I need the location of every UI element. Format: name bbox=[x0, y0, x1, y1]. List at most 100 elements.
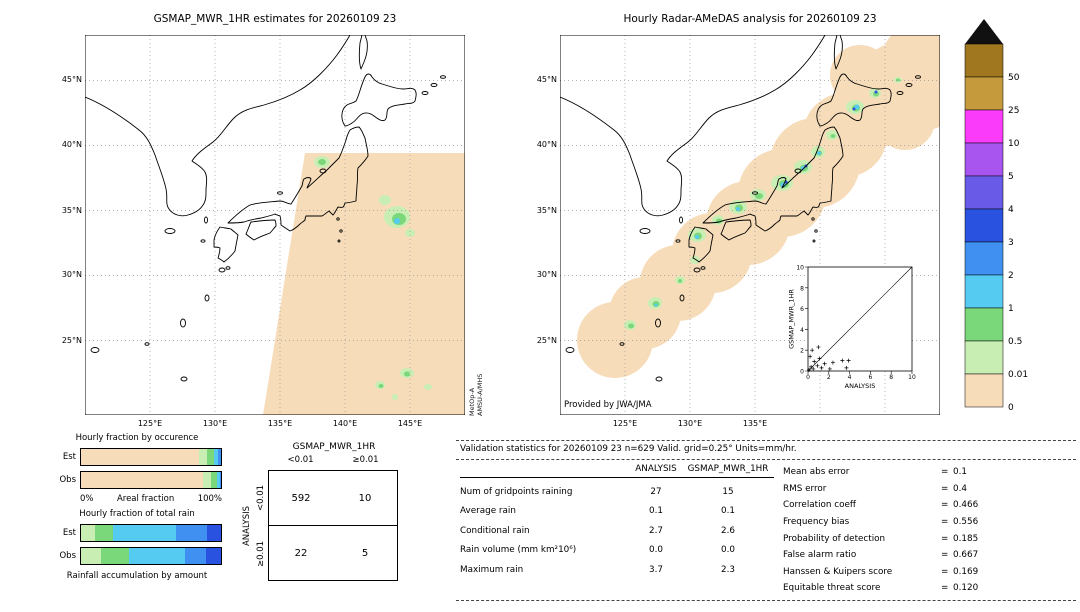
left-lat-25: 25°N bbox=[61, 336, 82, 345]
right-lon-125: 125°E bbox=[612, 419, 638, 428]
total-rain-chart-title: Hourly fraction of total rain bbox=[79, 509, 195, 519]
left-precip-heavy bbox=[394, 218, 400, 224]
svg-text:0.5: 0.5 bbox=[1008, 337, 1022, 347]
validation-scores: Mean abs error = 0.1 RMS error = 0.4 Correla… bbox=[783, 464, 1076, 597]
right-lat-25: 25°N bbox=[536, 336, 557, 345]
left-lat-40: 40°N bbox=[61, 140, 82, 149]
left-lat-30: 30°N bbox=[61, 270, 82, 279]
svg-text:6: 6 bbox=[800, 306, 804, 313]
svg-text:1: 1 bbox=[1008, 304, 1014, 314]
left-lat-45: 45°N bbox=[61, 75, 82, 84]
inset-scatter: 0 2 4 6 8 10 0 2 4 6 8 10 ANALYSIS GSMAP… bbox=[788, 265, 916, 391]
inset-x-tick-labels: 0 2 4 6 8 10 bbox=[806, 374, 916, 381]
svg-text:6: 6 bbox=[868, 374, 872, 381]
axis-min-label: 0% bbox=[80, 494, 94, 504]
inset-ylabel: GSMAP_MWR_1HR bbox=[788, 289, 796, 349]
svg-text:50: 50 bbox=[1008, 73, 1020, 83]
stats-divider-title bbox=[456, 459, 1076, 460]
left-lon-125: 125°E bbox=[137, 419, 163, 428]
stats-divider-top bbox=[456, 440, 1076, 441]
svg-text:10: 10 bbox=[1008, 139, 1020, 149]
right-lat-35: 35°N bbox=[536, 206, 557, 215]
svg-text:2: 2 bbox=[827, 374, 831, 381]
stats-divider-bottom bbox=[456, 600, 1076, 601]
contingency-row-header-0: <0.01 bbox=[256, 484, 266, 512]
satellite-swath bbox=[263, 153, 465, 415]
right-map: 0 2 4 6 8 10 0 2 4 6 8 10 ANALYSIS GSMAP… bbox=[560, 35, 940, 415]
contingency-cell-01: 10 bbox=[333, 471, 398, 526]
contingency-title: GSMAP_MWR_1HR bbox=[292, 442, 376, 452]
inset-xlabel: ANALYSIS bbox=[845, 382, 876, 390]
contingency-col-header-0: <0.01 bbox=[287, 455, 314, 465]
contingency-row-axis: ANALYSIS bbox=[242, 505, 252, 547]
stat-row-gridpoints: Num of gridpoints raining 27 15 bbox=[460, 486, 734, 497]
sensor-instrument: AMSU-A/MHS bbox=[476, 373, 484, 416]
right-lat-45: 45°N bbox=[536, 75, 557, 84]
left-lon-135: 135°E bbox=[267, 419, 293, 428]
occurrence-axis: 0% Areal fraction 100% bbox=[52, 494, 222, 504]
contingency-row-header-1: ≥0.01 bbox=[256, 540, 266, 568]
radar-coverage-band bbox=[577, 35, 940, 378]
svg-text:3: 3 bbox=[1008, 238, 1014, 248]
score-rms-error: RMS error = 0.4 bbox=[783, 483, 967, 494]
score-equitable-threat: Equitable threat score = 0.120 bbox=[783, 583, 979, 594]
axis-title: Areal fraction bbox=[116, 494, 175, 504]
total-rain-obs-bar bbox=[80, 547, 222, 565]
svg-text:0: 0 bbox=[1008, 403, 1014, 413]
inset-tick-marks bbox=[805, 266, 913, 374]
total-rain-caption: Rainfall accumulation by amount bbox=[66, 571, 208, 581]
total-rain-est-bar bbox=[80, 524, 222, 542]
contingency-cell-11: 5 bbox=[333, 526, 398, 581]
contingency-grid: 592 10 22 5 bbox=[268, 470, 398, 581]
score-frequency-bias: Frequency bias = 0.556 bbox=[783, 517, 979, 528]
right-lat-30: 30°N bbox=[536, 270, 557, 279]
svg-text:5: 5 bbox=[1008, 172, 1014, 182]
occurrence-est-label: Est bbox=[62, 452, 76, 462]
validation-col-analysis: ANALYSIS bbox=[635, 464, 677, 474]
stat-row-volume: Rain volume (mm km²10⁶) 0.0 0.0 bbox=[460, 545, 735, 556]
axis-max-label: 100% bbox=[197, 494, 222, 504]
colorbar-overflow-triangle bbox=[965, 19, 1003, 44]
occurrence-chart-title: Hourly fraction by occurence bbox=[75, 433, 199, 443]
validation-col-gsmap: GSMAP_MWR_1HR bbox=[687, 464, 769, 474]
svg-text:4: 4 bbox=[800, 327, 804, 334]
score-hanssen-kuipers: Hanssen & Kuipers score = 0.169 bbox=[783, 566, 979, 577]
contingency-cell-00: 592 bbox=[269, 471, 334, 526]
occurrence-est-bar bbox=[80, 448, 222, 466]
occurrence-obs-label: Obs bbox=[59, 475, 76, 485]
right-map-title: Hourly Radar-AMeDAS analysis for 2026010… bbox=[623, 13, 877, 25]
validation-title: Validation statistics for 20260109 23 n=… bbox=[460, 444, 797, 454]
colorbar: 50 25 10 5 4 3 2 1 0.5 0.01 0 bbox=[964, 19, 1028, 413]
right-lon-130: 130°E bbox=[677, 419, 703, 428]
score-pod: Probability of detection = 0.185 bbox=[783, 533, 979, 544]
contingency-cell-10: 22 bbox=[269, 526, 334, 581]
left-map bbox=[85, 35, 465, 415]
inset-y-tick-labels: 0 2 4 6 8 10 bbox=[796, 265, 804, 376]
svg-text:2: 2 bbox=[800, 348, 804, 355]
svg-text:10: 10 bbox=[908, 374, 916, 381]
score-mean-abs-error: Mean abs error = 0.1 bbox=[783, 467, 967, 478]
occurrence-obs-bar bbox=[80, 471, 222, 489]
right-lat-40: 40°N bbox=[536, 140, 557, 149]
colorbar-labels: 50 25 10 5 4 3 2 1 0.5 0.01 0 bbox=[1008, 73, 1028, 413]
header-rule bbox=[460, 477, 774, 478]
left-lon-140: 140°E bbox=[332, 419, 358, 428]
stat-row-average: Average rain 0.1 0.1 bbox=[460, 506, 735, 517]
sensor-platform: MetOp-A bbox=[468, 387, 476, 416]
contingency-col-header-1: ≥0.01 bbox=[352, 455, 379, 465]
stat-row-conditional: Conditional rain 2.7 2.6 bbox=[460, 525, 735, 536]
inset-diagonal bbox=[807, 266, 913, 372]
score-far: False alarm ratio = 0.667 bbox=[783, 550, 979, 561]
validation-table: ANALYSIS GSMAP_MWR_1HR Num of gridpoints… bbox=[460, 464, 774, 580]
left-map-title: GSMAP_MWR_1HR estimates for 20260109 23 bbox=[153, 13, 397, 25]
contingency-table: GSMAP_MWR_1HR ANALYSIS <0.01 ≥0.01 <0.01… bbox=[240, 442, 400, 582]
svg-text:0.01: 0.01 bbox=[1008, 370, 1028, 380]
svg-text:25: 25 bbox=[1008, 106, 1019, 116]
stat-row-maximum: Maximum rain 3.7 2.3 bbox=[460, 564, 735, 575]
total-rain-obs-label: Obs bbox=[59, 551, 76, 561]
occurrence-chart: Hourly fraction by occurence Est Obs 0% … bbox=[52, 433, 222, 504]
svg-text:0: 0 bbox=[806, 374, 810, 381]
inset-points bbox=[807, 345, 851, 372]
left-precip-moderate bbox=[318, 159, 410, 388]
